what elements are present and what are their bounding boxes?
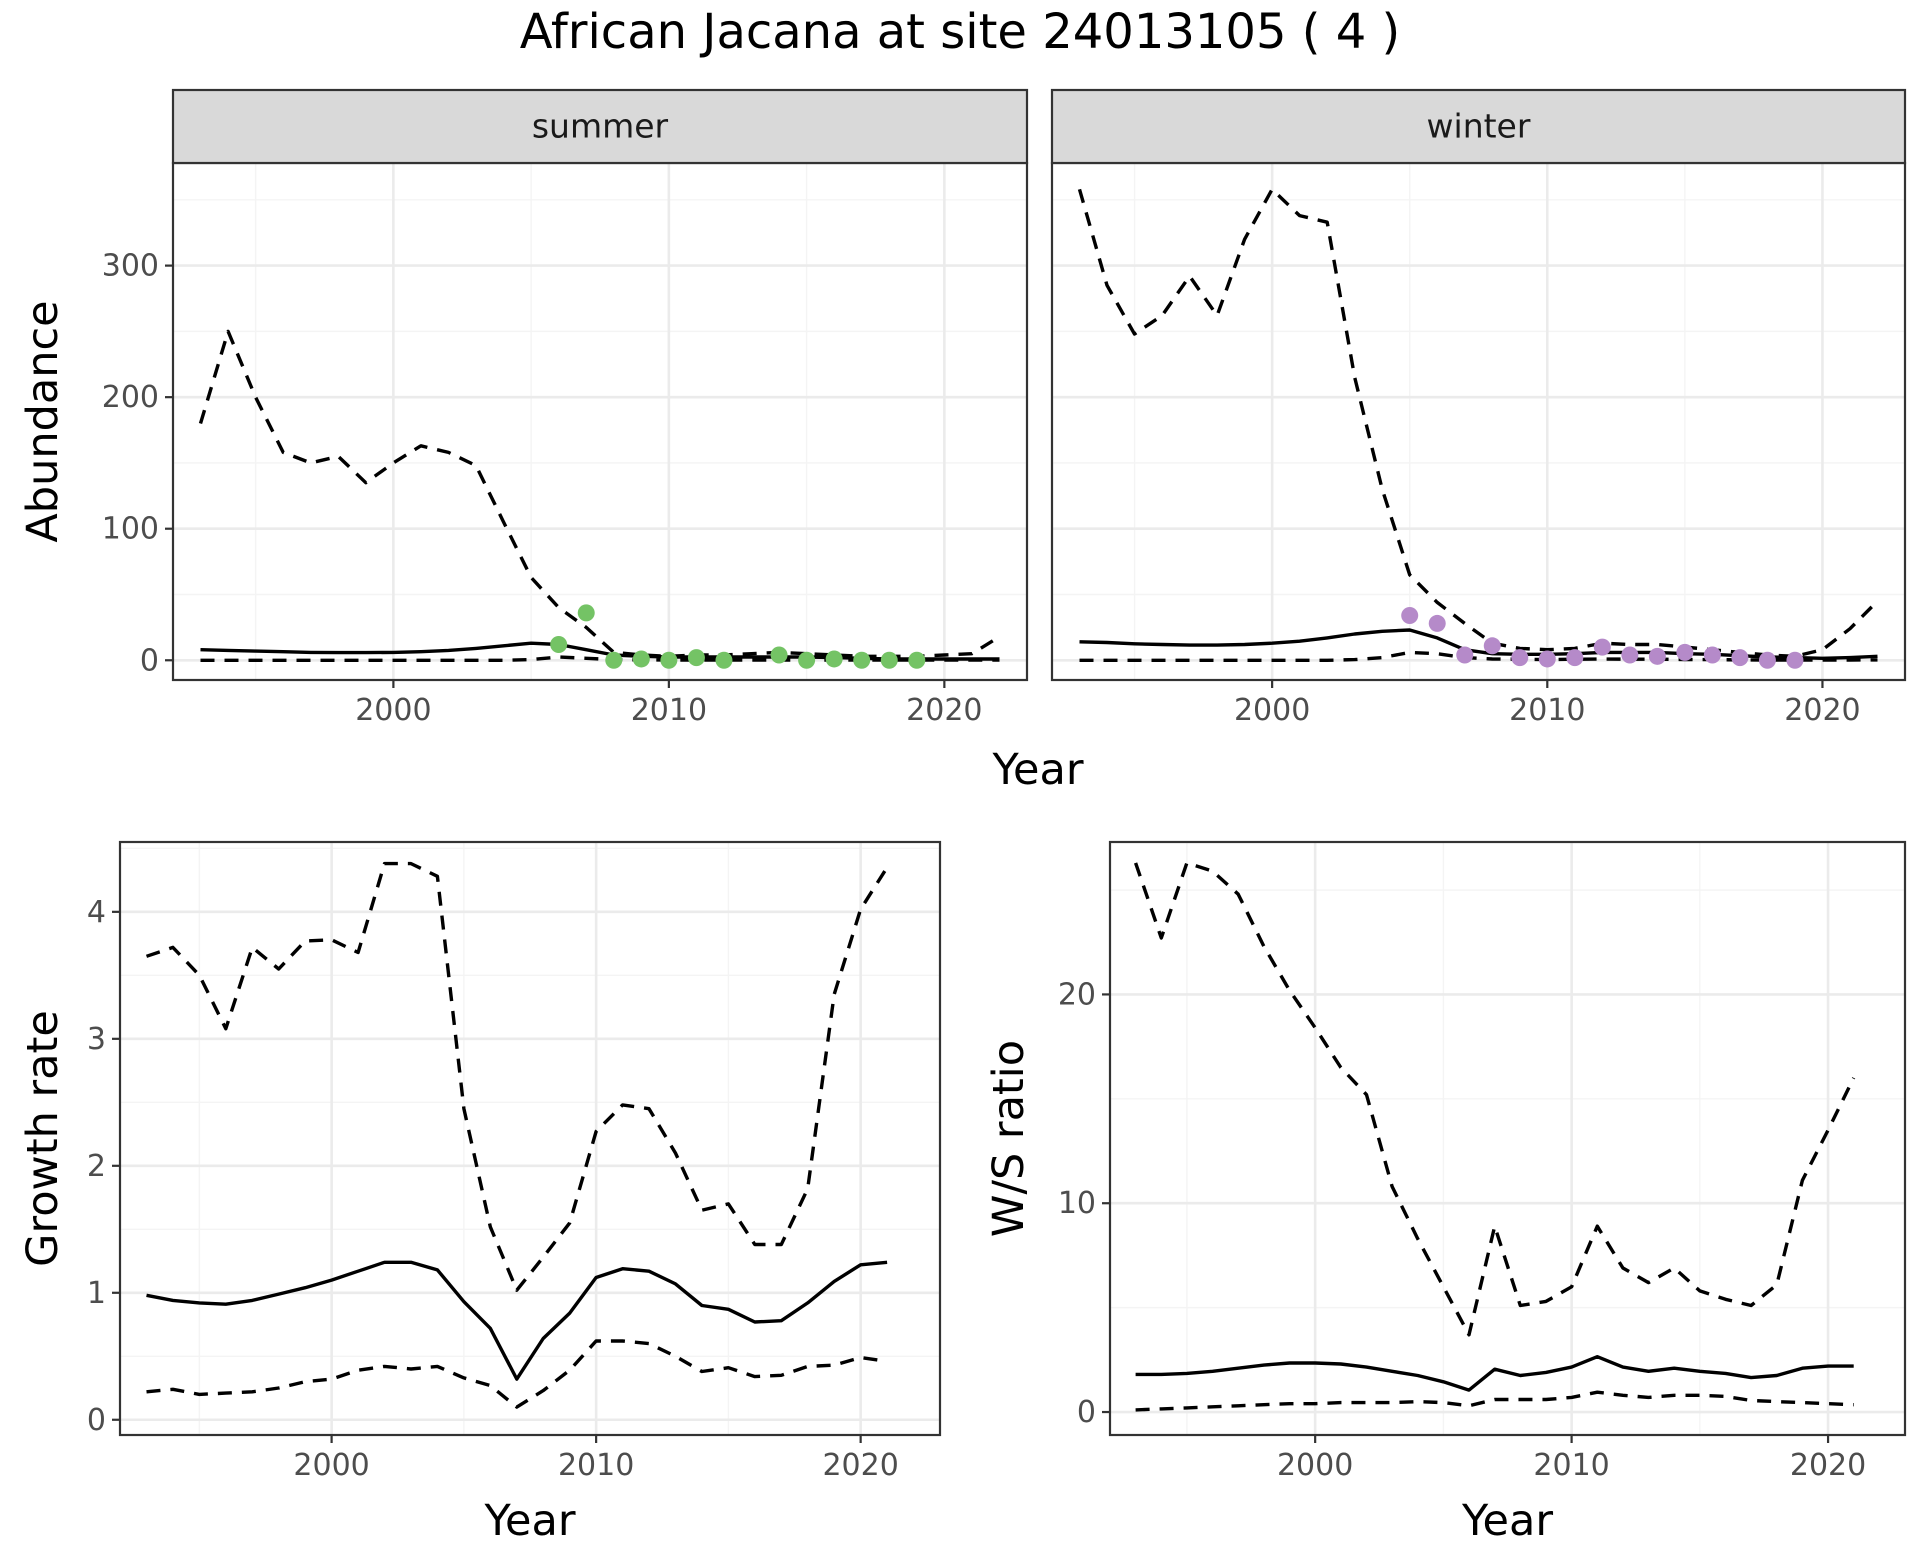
growth-y-tick-label: 3	[87, 1022, 106, 1057]
winter-observed-point	[1593, 638, 1611, 656]
growth-lower-line	[146, 1339, 888, 1409]
summer-observed-point	[687, 649, 705, 667]
growth-y-tick-label: 1	[87, 1276, 106, 1311]
summer-strip	[171, 88, 1029, 165]
top-x-axis-label: Year	[991, 745, 1083, 795]
winter-strip	[1050, 88, 1907, 165]
winter-panel: winter 2000 2010 2020	[1050, 88, 1907, 728]
summer-observed-point	[550, 635, 568, 653]
summer-plot-area	[173, 163, 1027, 680]
summer-y-tick-label: 0	[140, 643, 159, 678]
winter-observed-point	[1428, 614, 1446, 632]
summer-y-tick-label: 100	[102, 512, 159, 547]
summer-observed-point	[605, 651, 623, 669]
winter-lower-line	[1079, 650, 1878, 662]
summer-panel: summer 2000 2010 2020 0 100 200 300 Abundance	[18, 88, 1029, 728]
winter-observed-point	[1648, 647, 1666, 665]
winter-observed-point	[1731, 649, 1749, 667]
summer-observed-point	[908, 651, 926, 669]
growth-x-axis-label: Year	[483, 1496, 575, 1546]
winter-observed-point	[1538, 650, 1556, 668]
winter-x-tick-label: 2000	[1234, 693, 1310, 728]
winter-observed-point	[1703, 646, 1721, 664]
winter-observed-point	[1566, 649, 1584, 667]
winter-x-tick-label: 2020	[1784, 693, 1860, 728]
summer-y-axis-label: Abundance	[18, 300, 68, 542]
ws-ratio-panel: 2000 2010 2020 0 10 20 W/S ratio Year	[984, 840, 1907, 1546]
summer-observed-point	[577, 604, 595, 622]
ws-lower-line	[1135, 1390, 1854, 1412]
ws-y-tick-label: 10	[1058, 1186, 1096, 1221]
growth-panel-border	[118, 840, 942, 1437]
growth-x-tick-label: 2010	[558, 1448, 634, 1483]
winter-observed-point	[1456, 646, 1474, 664]
winter-observed-point	[1511, 649, 1529, 667]
summer-observed-point	[880, 651, 898, 669]
winter-observed-point	[1786, 651, 1804, 669]
winter-plot-area	[1052, 163, 1905, 680]
summer-x-tick-label: 2010	[631, 693, 707, 728]
ws-x-tick-label: 2000	[1277, 1448, 1353, 1483]
summer-x-tick-label: 2020	[906, 693, 982, 728]
growth-mean-line	[146, 1260, 888, 1381]
growth-y-tick-label: 2	[87, 1149, 106, 1184]
winter-strip-label: winter	[1427, 107, 1531, 146]
growth-y-tick-label: 4	[87, 895, 106, 930]
growth-y-tick-label: 0	[87, 1403, 106, 1438]
summer-observed-point	[825, 650, 843, 668]
winter-observed-point	[1758, 651, 1776, 669]
growth-x-tick-label: 2020	[822, 1448, 898, 1483]
growth-rate-panel: 2000 2010 2020 0 1 2 3 4 Growth rate Year	[18, 840, 942, 1546]
summer-observed-point	[715, 651, 733, 669]
winter-observed-point	[1483, 637, 1501, 655]
ws-x-tick-label: 2010	[1533, 1448, 1609, 1483]
ws-x-axis-label: Year	[1461, 1496, 1553, 1546]
growth-y-axis-label: Growth rate	[18, 1010, 68, 1267]
summer-observed-point	[632, 650, 650, 668]
summer-observed-point	[770, 646, 788, 664]
summer-y-tick-label: 200	[102, 380, 159, 415]
summer-observed-point	[798, 651, 816, 669]
ws-panel-border	[1108, 840, 1907, 1437]
ws-mean-line	[1135, 1355, 1854, 1392]
growth-plot-area	[120, 842, 940, 1435]
ws-y-tick-label: 0	[1077, 1395, 1096, 1430]
winter-observed-point	[1621, 646, 1639, 664]
winter-x-tick-label: 2010	[1509, 693, 1585, 728]
summer-lower-line	[200, 655, 1000, 662]
growth-x-tick-label: 2000	[293, 1448, 369, 1483]
figure-title: African Jacana at site 24013105 ( 4 )	[520, 4, 1401, 60]
winter-observed-point	[1401, 607, 1419, 625]
summer-strip-label: summer	[532, 107, 669, 146]
growth-upper-line	[145, 861, 889, 1292]
summer-observed-point	[660, 651, 678, 669]
summer-observed-point	[853, 651, 871, 669]
winter-observed-point	[1676, 643, 1694, 661]
summer-x-tick-label: 2000	[355, 693, 431, 728]
ws-plot-area	[1110, 842, 1905, 1435]
ws-y-tick-label: 20	[1058, 977, 1096, 1012]
summer-y-tick-label: 300	[102, 249, 159, 284]
ws-x-tick-label: 2020	[1790, 1448, 1866, 1483]
ws-y-axis-label: W/S ratio	[984, 1040, 1034, 1237]
